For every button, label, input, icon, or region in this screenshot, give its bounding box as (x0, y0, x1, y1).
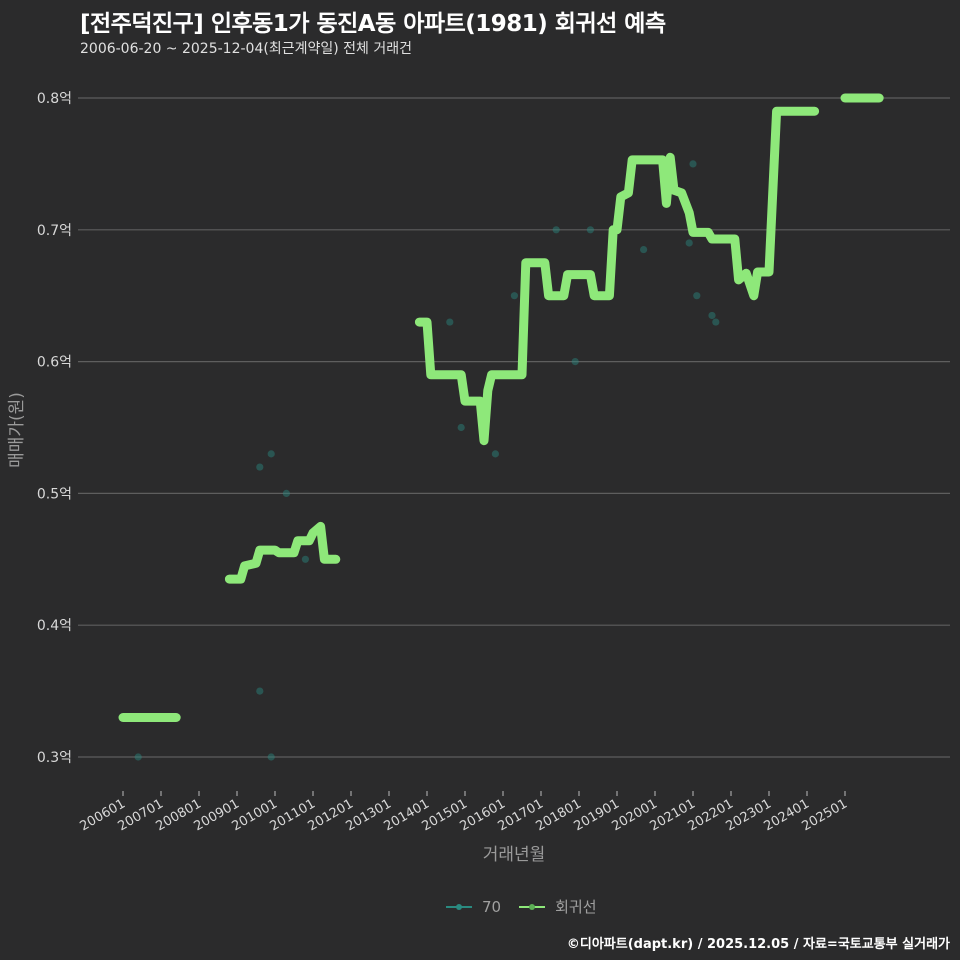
scatter-point (491, 450, 499, 458)
chart-legend: 70 회귀선 (446, 896, 607, 917)
y-tick-label: 0.5억 (37, 486, 72, 502)
legend-label: 70 (482, 897, 502, 916)
y-tick-label: 0.8억 (37, 91, 72, 107)
legend-line-dot-icon (446, 903, 472, 910)
regression-line (414, 106, 820, 446)
scatter-point (689, 160, 697, 168)
scatter-point (134, 753, 142, 761)
x-axis-title: 거래년월 (483, 845, 546, 865)
legend-item-regression: 회귀선 (519, 896, 597, 917)
scatter-point (685, 239, 693, 247)
chart-title: [전주덕진구] 인후동1가 동진A동 아파트(1981) 회귀선 예측 (80, 11, 666, 37)
scatter-point (256, 687, 264, 695)
scatter-point (640, 245, 648, 254)
scatter-point (282, 489, 290, 497)
source-credit: ©디아파트(dapt.kr) / 2025.12.05 / 자료=국토교통부 실… (566, 937, 950, 952)
scatter-point (693, 292, 701, 300)
legend-label: 회귀선 (555, 898, 597, 916)
chart-subtitle: 2006-06-20 ~ 2025-12-04(최근계약일) 전체 거래건 (80, 41, 412, 57)
scatter-point (708, 311, 716, 320)
scatter-point (457, 423, 465, 432)
scatter-point (571, 358, 579, 366)
legend-item-70: 70 (446, 898, 501, 916)
y-tick-label: 0.6억 (37, 355, 72, 371)
regression-line (224, 521, 341, 584)
scatter-point (446, 318, 454, 326)
y-tick-label: 0.7억 (37, 223, 72, 239)
legend-line-dot-icon (519, 903, 546, 910)
scatter-point (267, 753, 275, 761)
scatter-point (510, 292, 518, 300)
y-axis-title: 매매가(원) (7, 392, 27, 468)
scatter-point (267, 450, 275, 458)
scatter-point (712, 318, 720, 326)
y-tick-label: 0.4억 (37, 618, 72, 634)
scatter-point (586, 226, 595, 234)
scatter-point (256, 463, 264, 471)
y-tick-label: 0.3억 (37, 750, 72, 766)
scatter-point (301, 555, 309, 563)
scatter-point (552, 226, 560, 234)
